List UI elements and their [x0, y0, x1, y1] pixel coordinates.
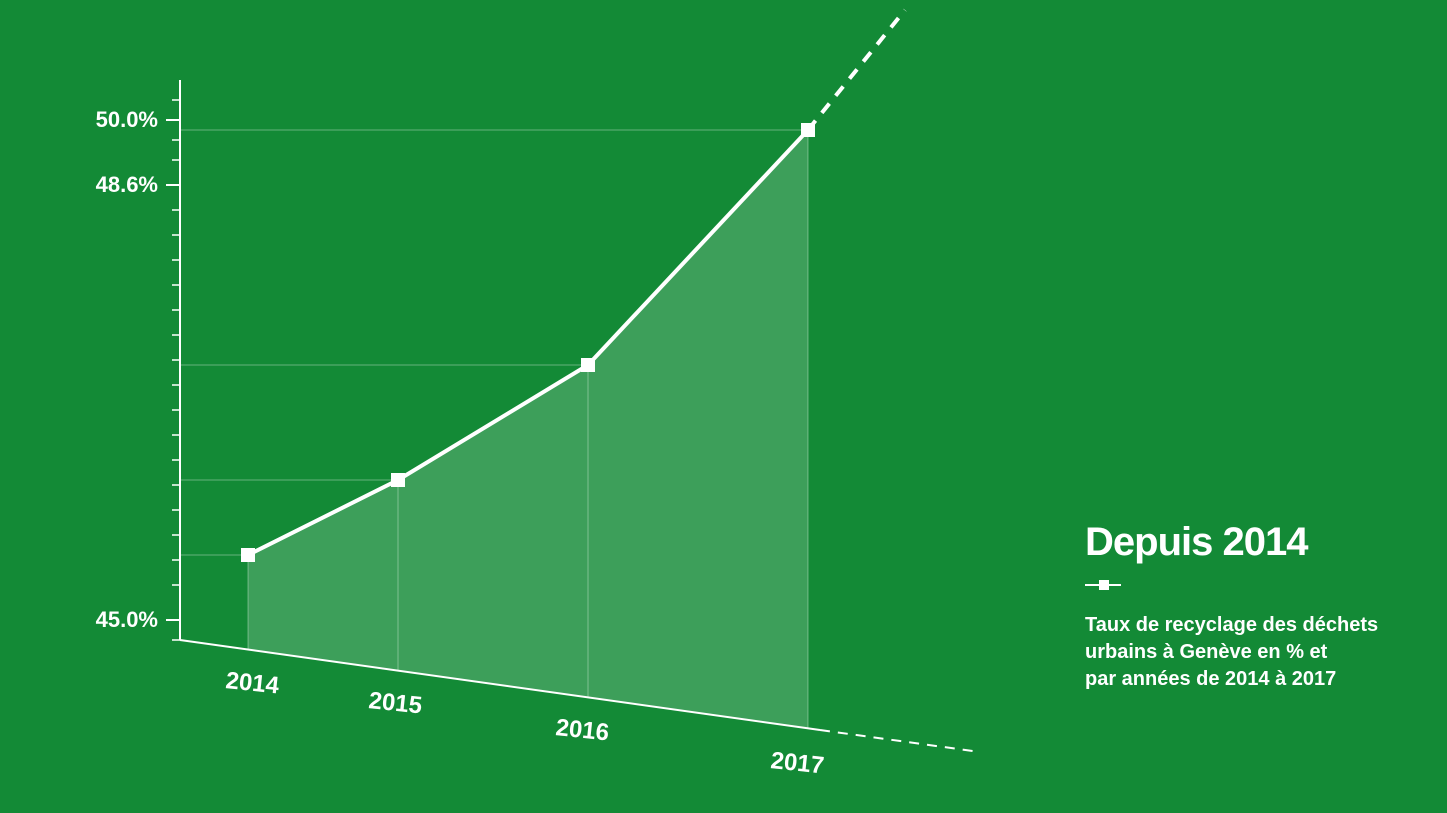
svg-text:2017: 2017	[769, 747, 825, 779]
svg-text:50.0%: 50.0%	[96, 107, 158, 132]
chart-stage: 50.0% 48.6% 45.0% 2014 2015 2016 2017 Depuis 2…	[0, 0, 1447, 813]
svg-text:2016: 2016	[554, 714, 610, 746]
sidebar-caption: Taux de recyclage des déchets urbains à …	[1085, 612, 1378, 693]
svg-text:45.0%: 45.0%	[96, 607, 158, 632]
sidebar-title: Depuis 2014	[1085, 520, 1307, 565]
legend-marker-icon	[1099, 580, 1109, 590]
caption-line: Taux de recyclage des déchets	[1085, 614, 1378, 636]
svg-text:2014: 2014	[224, 667, 281, 700]
svg-text:48.6%: 48.6%	[96, 172, 158, 197]
svg-text:2015: 2015	[367, 687, 423, 719]
caption-line: urbains à Genève en % et	[1085, 641, 1327, 663]
caption-line: par années de 2014 à 2017	[1085, 668, 1336, 690]
